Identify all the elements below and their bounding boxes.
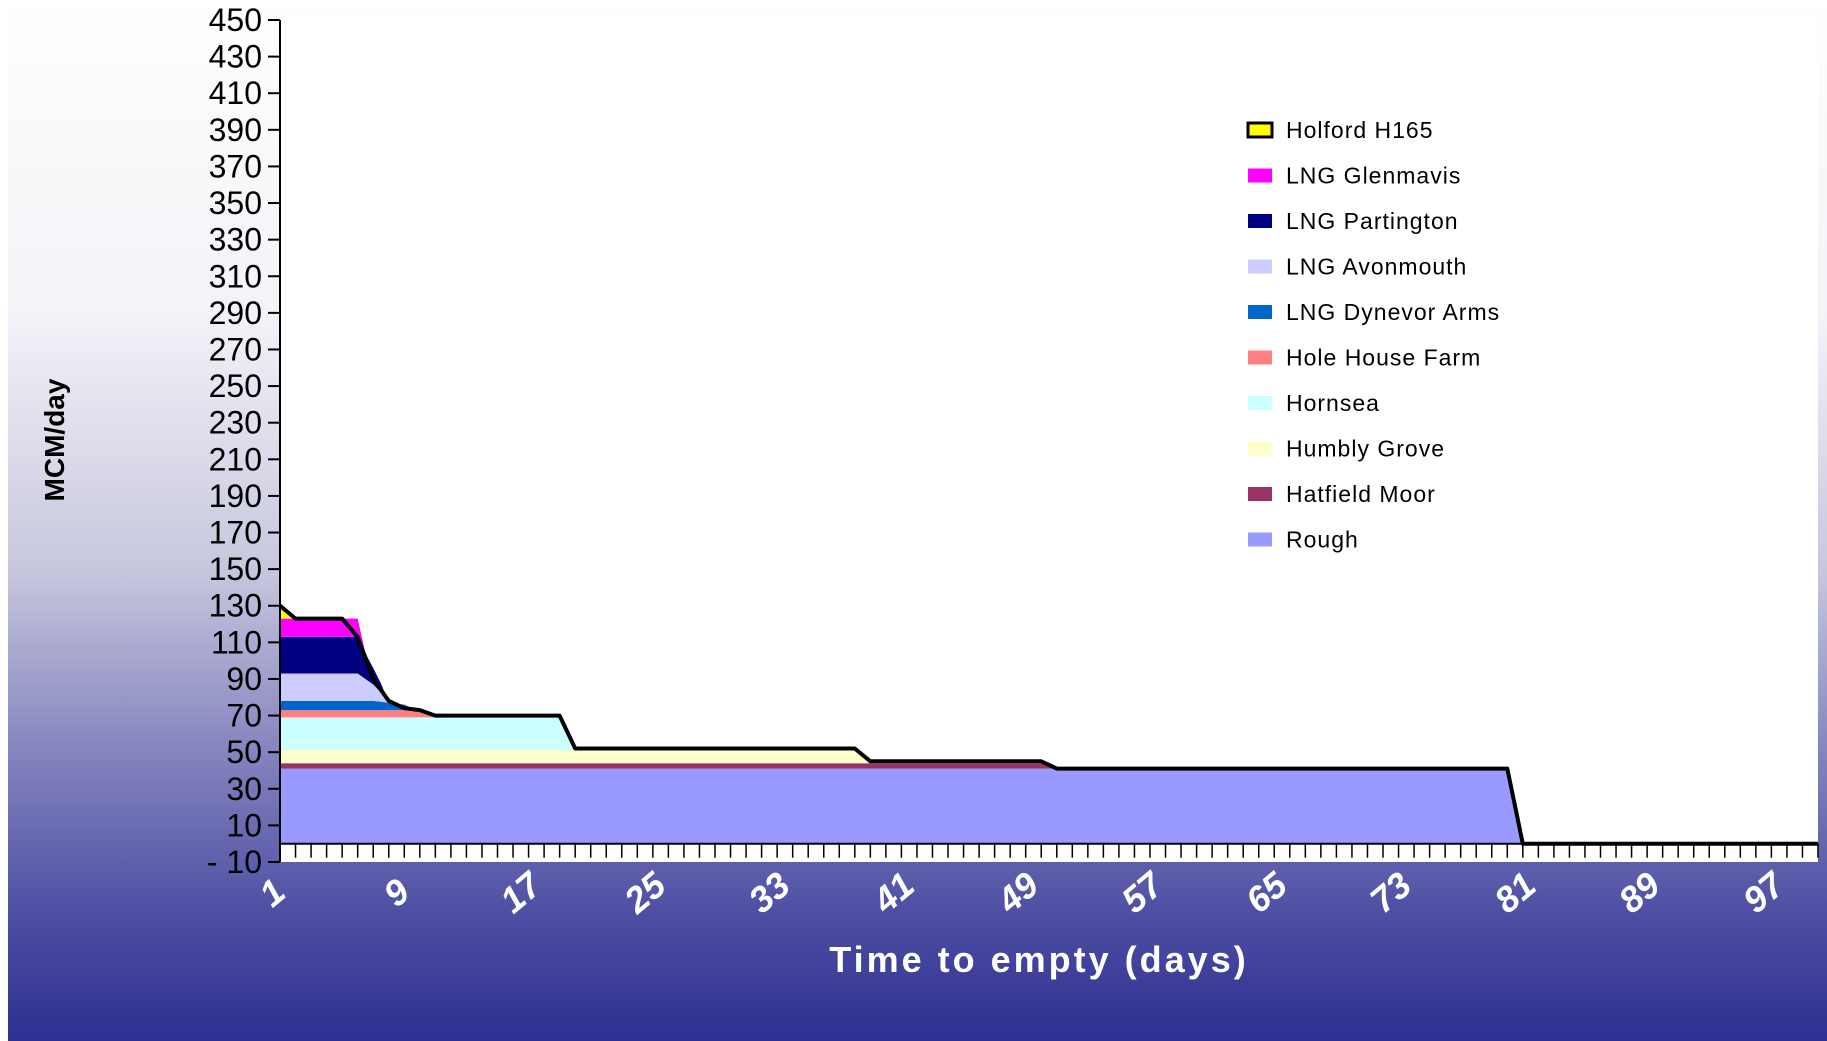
legend-swatch bbox=[1248, 350, 1272, 365]
y-tick-label: 270 bbox=[209, 331, 262, 367]
legend-item-lng-avonmouth: LNG Avonmouth bbox=[1248, 254, 1467, 280]
stacked-area-chart: - 10103050709011013015017019021023025027… bbox=[39, 2, 1819, 980]
x-tick-label: 65 bbox=[1238, 863, 1296, 921]
y-tick-label: 210 bbox=[209, 441, 262, 477]
series-layer bbox=[280, 605, 1818, 844]
x-tick-label: 49 bbox=[988, 864, 1046, 922]
x-tick-label: 9 bbox=[375, 870, 417, 914]
legend-label: Humbly Grove bbox=[1286, 436, 1445, 462]
x-tick-label: 41 bbox=[864, 864, 922, 922]
y-tick-label: 30 bbox=[226, 771, 262, 807]
x-axis-label: Time to empty (days) bbox=[829, 939, 1248, 980]
legend-label: LNG Partington bbox=[1286, 208, 1459, 234]
legend-swatch bbox=[1248, 487, 1272, 501]
y-tick-label: 230 bbox=[209, 405, 262, 441]
y-tick-label: 390 bbox=[209, 112, 262, 148]
x-tick-label: 73 bbox=[1362, 864, 1419, 921]
series-area-hornsea bbox=[280, 717, 1818, 844]
x-tick-label: 33 bbox=[741, 864, 798, 921]
legend-item-lng-dynevor-arms: LNG Dynevor Arms bbox=[1248, 299, 1500, 325]
y-tick-label: 10 bbox=[226, 807, 262, 843]
legend-label: Hatfield Moor bbox=[1286, 481, 1436, 507]
y-tick-label: 110 bbox=[211, 624, 262, 660]
legend-label: LNG Avonmouth bbox=[1286, 254, 1467, 280]
x-tick-label: 1 bbox=[251, 870, 293, 914]
y-axis: - 10103050709011013015017019021023025027… bbox=[207, 2, 281, 880]
legend-label: LNG Glenmavis bbox=[1286, 163, 1461, 189]
legend-swatch bbox=[1248, 305, 1272, 319]
x-tick-label: 89 bbox=[1611, 864, 1668, 921]
legend-item-holford-h165: Holford H165 bbox=[1246, 117, 1434, 143]
x-tick-label: 17 bbox=[492, 863, 551, 921]
legend-swatch bbox=[1248, 259, 1272, 274]
y-tick-label: 310 bbox=[209, 258, 262, 294]
series-area-rough bbox=[280, 768, 1818, 844]
legend-swatch bbox=[1248, 532, 1272, 547]
legend: Holford H165 LNG Glenmavis LNG Partington L… bbox=[1246, 117, 1500, 553]
legend-swatch bbox=[1248, 441, 1272, 456]
legend-swatch bbox=[1248, 396, 1272, 410]
legend-label: Rough bbox=[1286, 527, 1359, 553]
total-outline-line bbox=[278, 604, 1818, 846]
chart-background: - 10 10 30 50 70 90 110 130 150 170 190 210 230 250 27… bbox=[8, 0, 1827, 1041]
y-axis-label: MCM/day bbox=[39, 378, 70, 501]
total-outline-layer bbox=[278, 604, 1818, 846]
y-tick-label: 70 bbox=[226, 698, 262, 734]
y-tick-label: 450 bbox=[209, 2, 262, 38]
legend-swatch bbox=[1248, 168, 1272, 183]
x-tick-label: 97 bbox=[1735, 863, 1794, 921]
legend-label: Holford H165 bbox=[1286, 117, 1434, 143]
legend-swatch bbox=[1246, 121, 1274, 139]
y-tick-label: 330 bbox=[209, 222, 262, 258]
legend-item-hornsea: Hornsea bbox=[1248, 390, 1380, 416]
y-tick-label: 90 bbox=[226, 661, 262, 697]
y-tick-label: 290 bbox=[209, 295, 262, 331]
legend-label: Hole House Farm bbox=[1286, 345, 1481, 371]
legend-item-rough: Rough bbox=[1248, 527, 1359, 553]
legend-item-lng-glenmavis: LNG Glenmavis bbox=[1248, 163, 1461, 189]
y-tick-label: 130 bbox=[209, 588, 262, 624]
legend-item-lng-partington: LNG Partington bbox=[1248, 208, 1459, 234]
y-tick-label: 350 bbox=[209, 185, 262, 221]
legend-item-hole-house-farm: Hole House Farm bbox=[1248, 345, 1481, 371]
series-area-humbly-grove bbox=[280, 750, 1818, 844]
y-tick-label: 250 bbox=[209, 368, 262, 404]
y-tick-label: 430 bbox=[209, 39, 262, 75]
legend-label: Hornsea bbox=[1286, 390, 1380, 416]
legend-item-hatfield-moor: Hatfield Moor bbox=[1248, 481, 1436, 507]
y-tick-label: 370 bbox=[209, 148, 262, 184]
x-tick-label: 25 bbox=[616, 863, 675, 921]
y-tick-label: 410 bbox=[209, 75, 262, 111]
legend-item-humbly-grove: Humbly Grove bbox=[1248, 436, 1445, 462]
y-tick-label: - 10 bbox=[207, 844, 262, 880]
x-tick-label: 81 bbox=[1486, 864, 1543, 921]
legend-label: LNG Dynevor Arms bbox=[1286, 299, 1500, 325]
y-tick-label: 150 bbox=[209, 551, 262, 587]
x-tick-label: 57 bbox=[1113, 863, 1172, 921]
legend-swatch bbox=[1248, 214, 1272, 228]
y-tick-label: 50 bbox=[226, 734, 262, 770]
y-tick-label: 190 bbox=[209, 478, 262, 514]
y-tick-label: 170 bbox=[209, 515, 262, 551]
